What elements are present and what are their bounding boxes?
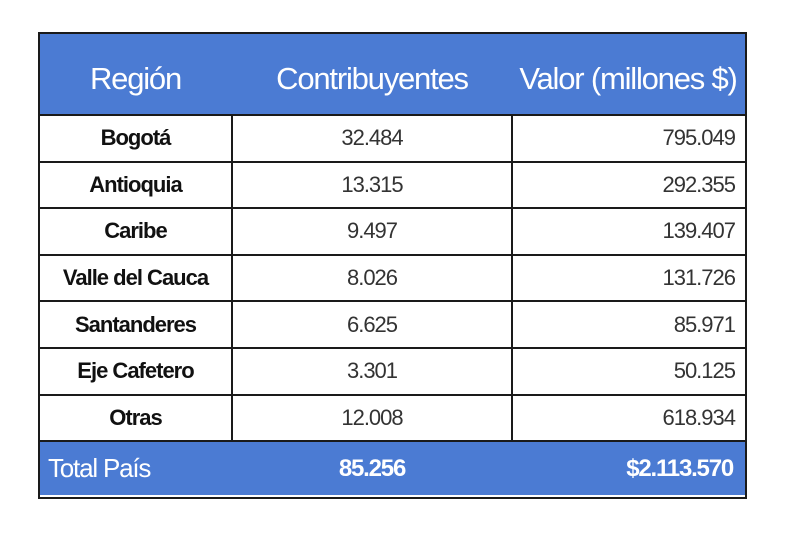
region-cell: Bogotá <box>40 116 233 161</box>
region-cell: Caribe <box>40 209 233 254</box>
contribuyentes-cell: 32.484 <box>233 116 513 161</box>
contribuyentes-cell: 3.301 <box>233 348 513 394</box>
table-total-row: Total País 85.256 $2.113.570 <box>40 442 745 496</box>
valor-cell: 85.971 <box>673 311 736 337</box>
table-row: Antioquia 13.315 292.355 <box>40 162 745 210</box>
total-valor: $2.113.570 <box>513 442 745 496</box>
total-contribuyentes: 85.256 <box>233 442 513 496</box>
contribuyentes-cell: 13.315 <box>233 162 513 208</box>
header-region: Región <box>40 34 233 114</box>
table-row: Caribe 9.497 139.407 <box>40 209 745 256</box>
table-header-row: Región Contribuyentes Valor (millones $) <box>40 34 745 116</box>
table-row: Valle del Cauca 8.026 131.726 <box>40 255 745 303</box>
table-row: Eje Cafetero 3.301 50.125 <box>40 348 745 396</box>
region-cell: Otras <box>40 395 233 441</box>
region-cell: Antioquia <box>40 162 233 208</box>
valor-cell: 139.407 <box>662 218 736 244</box>
contribuyentes-cell: 6.625 <box>233 302 513 347</box>
table-row: Otras 12.008 618.934 <box>40 395 745 443</box>
contribuyentes-cell: 9.497 <box>233 209 513 254</box>
valor-cell: 131.726 <box>662 265 736 291</box>
header-valor: Valor (millones $) <box>513 34 745 114</box>
contribuyentes-cell: 12.008 <box>233 395 513 441</box>
region-cell: Eje Cafetero <box>40 348 233 394</box>
table-row: Santanderes 6.625 85.971 <box>40 302 745 349</box>
data-table: Región Contribuyentes Valor (millones $)… <box>38 32 747 499</box>
total-label: Total País <box>40 442 233 496</box>
region-cell: Valle del Cauca <box>40 255 233 301</box>
valor-cell: 292.355 <box>662 171 736 197</box>
region-cell: Santanderes <box>40 302 233 347</box>
valor-cell: 50.125 <box>673 358 736 384</box>
valor-cell: 795.049 <box>662 125 736 151</box>
contribuyentes-cell: 8.026 <box>233 255 513 301</box>
table-row: Bogotá 32.484 795.049 <box>40 116 745 163</box>
header-contribuyentes: Contribuyentes <box>233 34 513 114</box>
valor-cell: 618.934 <box>662 404 736 430</box>
